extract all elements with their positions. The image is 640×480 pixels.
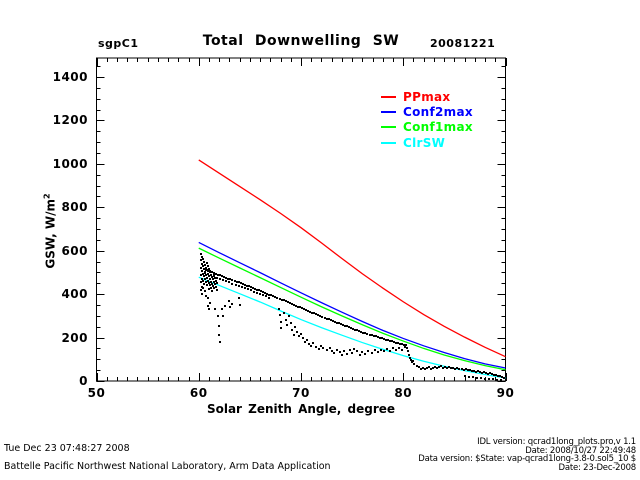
scatter-points — [200, 253, 507, 381]
series-line-clrsw — [198, 276, 506, 379]
axis-ticks — [96, 57, 507, 382]
series-line-ppmax — [198, 159, 506, 358]
series-line-conf2max — [198, 241, 506, 369]
series-line-conf1max — [198, 247, 506, 371]
plot-border — [96, 57, 506, 382]
